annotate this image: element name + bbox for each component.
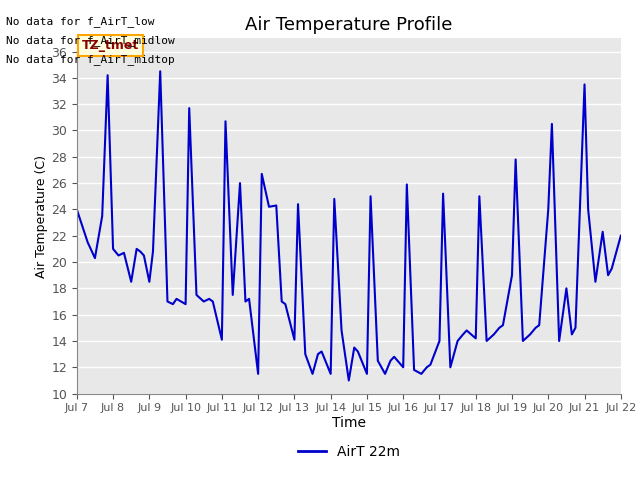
Text: No data for f_AirT_low: No data for f_AirT_low	[6, 16, 155, 27]
Legend: AirT 22m: AirT 22m	[292, 440, 405, 465]
Text: TZ_tmet: TZ_tmet	[83, 39, 140, 52]
Y-axis label: Air Temperature (C): Air Temperature (C)	[35, 155, 49, 277]
Text: No data for f_AirT_midlow: No data for f_AirT_midlow	[6, 35, 175, 46]
Title: Air Temperature Profile: Air Temperature Profile	[245, 16, 452, 34]
X-axis label: Time: Time	[332, 416, 366, 430]
Text: No data for f_AirT_midtop: No data for f_AirT_midtop	[6, 54, 175, 65]
